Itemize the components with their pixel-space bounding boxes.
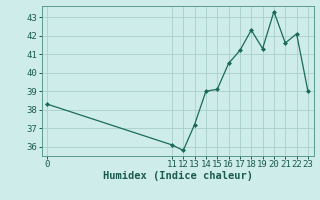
X-axis label: Humidex (Indice chaleur): Humidex (Indice chaleur) — [103, 171, 252, 181]
